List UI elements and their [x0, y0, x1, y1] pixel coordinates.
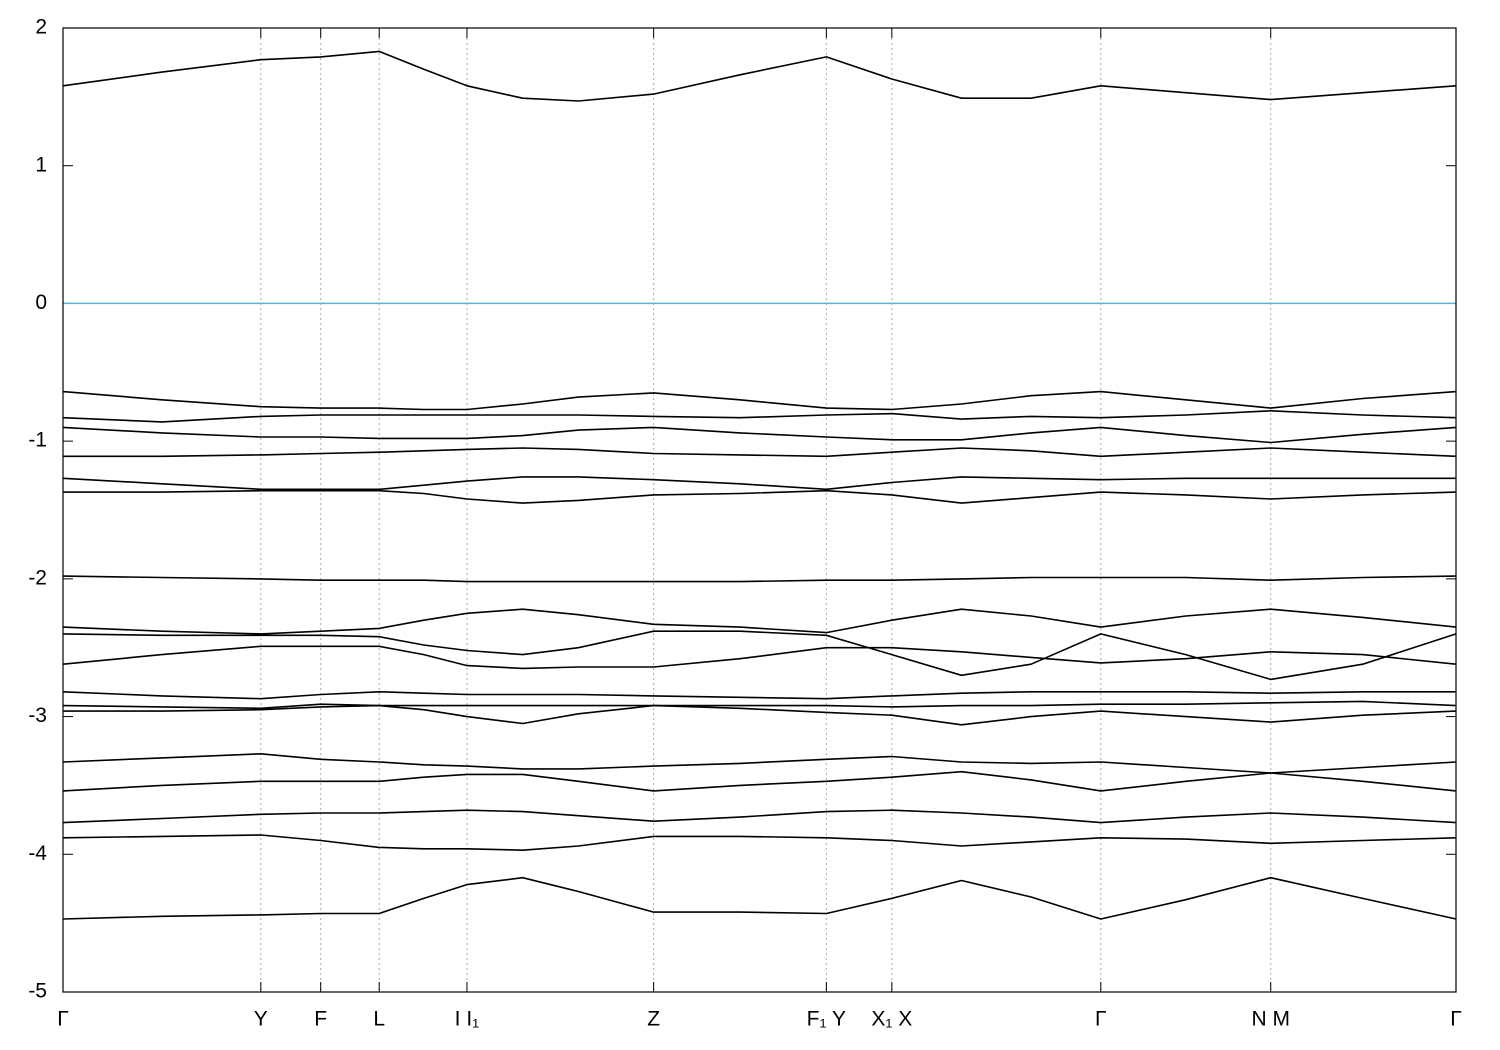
- y-tick-label: -1: [28, 429, 47, 452]
- x-tick-label: X₁ X: [871, 1008, 912, 1031]
- band-line: [62, 700, 1457, 710]
- band-line: [63, 489, 1457, 504]
- band-line: [62, 426, 1457, 444]
- x-tick-label: F: [314, 1008, 327, 1031]
- x-tick-label: Γ: [1450, 1008, 1462, 1031]
- band-line: [62, 834, 1457, 851]
- band-line: [62, 645, 1457, 670]
- band-line: [62, 809, 1457, 824]
- x-tick-label: Y: [254, 1008, 268, 1031]
- band-line: [62, 575, 1457, 583]
- y-tick-label: 0: [35, 291, 47, 314]
- band-line: [62, 608, 1457, 635]
- band-line: [62, 876, 1457, 920]
- band-line: [62, 410, 1457, 423]
- band-line: [63, 704, 1457, 726]
- band-line: [62, 50, 1457, 102]
- x-tick-label: L: [373, 1008, 385, 1031]
- band-line: [62, 753, 1457, 774]
- band-line: [62, 691, 1456, 700]
- x-tick-label: N M: [1251, 1008, 1290, 1031]
- y-tick-label: -3: [28, 704, 47, 727]
- x-tick-label: Γ: [1095, 1008, 1107, 1031]
- x-tick-label: Z: [647, 1008, 660, 1031]
- y-tick-label: 1: [35, 153, 47, 176]
- band-line: [62, 770, 1457, 792]
- band-line: [62, 476, 1456, 491]
- y-tick-label: -4: [28, 842, 47, 865]
- y-tick-label: -2: [28, 566, 47, 589]
- band-line: [63, 447, 1457, 458]
- y-tick-label: 2: [35, 16, 47, 39]
- x-tick-label: F₁ Y: [807, 1008, 846, 1031]
- band-line: [62, 630, 1457, 681]
- x-tick-label: I I₁: [455, 1008, 480, 1031]
- plot-frame: [62, 27, 1457, 993]
- y-tick-label: -5: [28, 980, 47, 1003]
- band-line: [62, 390, 1457, 411]
- x-tick-label: Γ: [57, 1008, 69, 1031]
